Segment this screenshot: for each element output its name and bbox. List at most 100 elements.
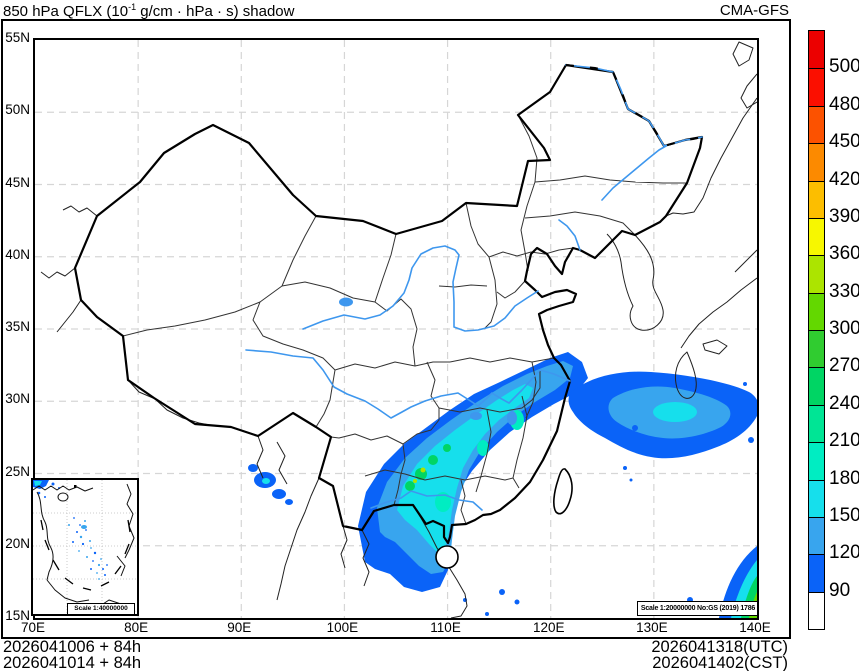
central-asia-border [62, 205, 98, 217]
colorbar-tick-500: 500 [829, 56, 859, 78]
amur-river [565, 64, 703, 147]
lat-label-40N: 40N [5, 246, 30, 262]
colorbar-segment-450 [809, 105, 824, 144]
page-title: 850 hPa QFLX (10-1 g/cm · hPa · s) shado… [3, 2, 294, 20]
honshu-coastline [734, 249, 757, 273]
shade-dot [629, 478, 633, 482]
qflx-shaded-field [248, 352, 757, 618]
inset-shade-patch-core [34, 481, 42, 486]
lat-label-35N: 35N [5, 319, 30, 334]
pakistan-border [56, 299, 82, 333]
lon-label-130E: 130E [636, 620, 668, 635]
colorbar-tick-150: 150 [829, 504, 859, 526]
yellow-river [302, 245, 539, 332]
shade-spot-240 [428, 455, 438, 465]
inset-vietnam-coast [36, 491, 54, 581]
inset-palawan [116, 555, 126, 577]
lon-label-110E: 110E [430, 620, 461, 635]
poyang-lake [507, 411, 517, 425]
lat-label-55N: 55N [5, 30, 30, 45]
colorbar-segment-300 [809, 292, 824, 330]
init-time-line-1: 2026041006 + 84h [3, 638, 142, 656]
korea-coastline [606, 233, 664, 331]
inset-coastline [33, 485, 94, 492]
colorbar-segment-390 [809, 180, 824, 218]
border-dashes [565, 64, 703, 148]
colorbar-tick-450: 450 [829, 131, 859, 153]
colorbar-tick-480: 480 [829, 93, 859, 115]
taiwan-island [553, 468, 573, 515]
colorbar-tick-120: 120 [829, 542, 859, 564]
shade-spot-180 [477, 440, 489, 456]
lon-label-90E: 90E [227, 620, 252, 635]
colorbar-tick-420: 420 [829, 168, 859, 190]
hainan-island [435, 545, 459, 569]
shade-speck [272, 489, 286, 499]
laos-border [361, 529, 370, 587]
shade-dot [743, 382, 747, 386]
lat-label-20N: 20N [5, 535, 30, 551]
lon-label-70E: 70E [20, 620, 46, 635]
shade-dot [485, 612, 489, 616]
lon-label-80E: 80E [124, 620, 149, 635]
lon-label-100E: 100E [326, 620, 359, 635]
colorbar-segment-270 [809, 330, 824, 368]
yangtze-river [245, 349, 571, 419]
pearl-river [370, 490, 483, 511]
lat-label-50N: 50N [5, 102, 30, 118]
colorbar-tick-180: 180 [829, 467, 859, 489]
colorbar [808, 30, 825, 630]
shade-dot [632, 425, 638, 431]
colorbar-tick-90: 90 [829, 579, 851, 601]
title-post: g/cm · hPa · s) shadow [136, 3, 295, 20]
sakhalin-coastline [732, 41, 754, 67]
shade-dot [623, 466, 627, 470]
map-svg [35, 40, 757, 618]
colorbar-segment-330 [809, 255, 824, 293]
colorbar-tick-300: 300 [829, 318, 859, 339]
lat-label-15N: 15N [5, 608, 30, 623]
shade-spot-330 [420, 467, 426, 473]
colorbar-segment-210 [809, 404, 824, 443]
primorye-coastline [665, 97, 757, 217]
map-plot-area: Scale 1:20000000 No:GS (2019) 1786 [33, 38, 759, 620]
inset-philippines-coast [124, 483, 135, 559]
sakhalin-coastline [740, 73, 757, 109]
south-china-sea-inset-map: Scale 1:40000000 [31, 478, 139, 616]
myanmar-coastline [276, 477, 320, 601]
colorbar-segment-500 [809, 31, 824, 69]
inset-scatter-dots [68, 517, 108, 580]
colorbar-tick-270: 270 [829, 355, 859, 377]
colorbar-segment-120 [809, 516, 824, 555]
shade-sea-blob-150 [653, 402, 697, 422]
province-boundaries [122, 114, 687, 525]
liao-river [558, 219, 581, 251]
colorbar-segment-240 [809, 367, 824, 405]
dongting-lake [470, 412, 482, 420]
shade-spot-240 [443, 444, 451, 452]
shade-spot-180 [435, 492, 451, 512]
inset-svg [33, 480, 137, 614]
honshu-coastline [680, 277, 757, 349]
bangladesh-border [276, 441, 288, 485]
colorbar-segment-180 [809, 442, 824, 480]
inset-scale-label: Scale 1:40000000 [67, 603, 135, 614]
shade-speck [248, 464, 258, 472]
china-outline [73, 63, 704, 545]
colorbar-segment-480 [809, 68, 824, 106]
colorbar-segment-90 [809, 554, 824, 592]
shade-spot-240 [405, 481, 415, 491]
kyushu-island [674, 351, 697, 399]
colorbar-tick-330: 330 [829, 280, 859, 302]
islands [435, 468, 573, 569]
lat-label-25N: 25N [5, 463, 30, 479]
colorbar-segment-360 [809, 217, 824, 256]
inset-hainan [57, 492, 69, 502]
title-exponent: -1 [128, 2, 137, 12]
lon-label-120E: 120E [532, 620, 565, 635]
india-border [256, 435, 264, 479]
shade-band-150 [397, 384, 533, 552]
shikoku-island [702, 339, 728, 355]
shade-dot [514, 599, 520, 605]
